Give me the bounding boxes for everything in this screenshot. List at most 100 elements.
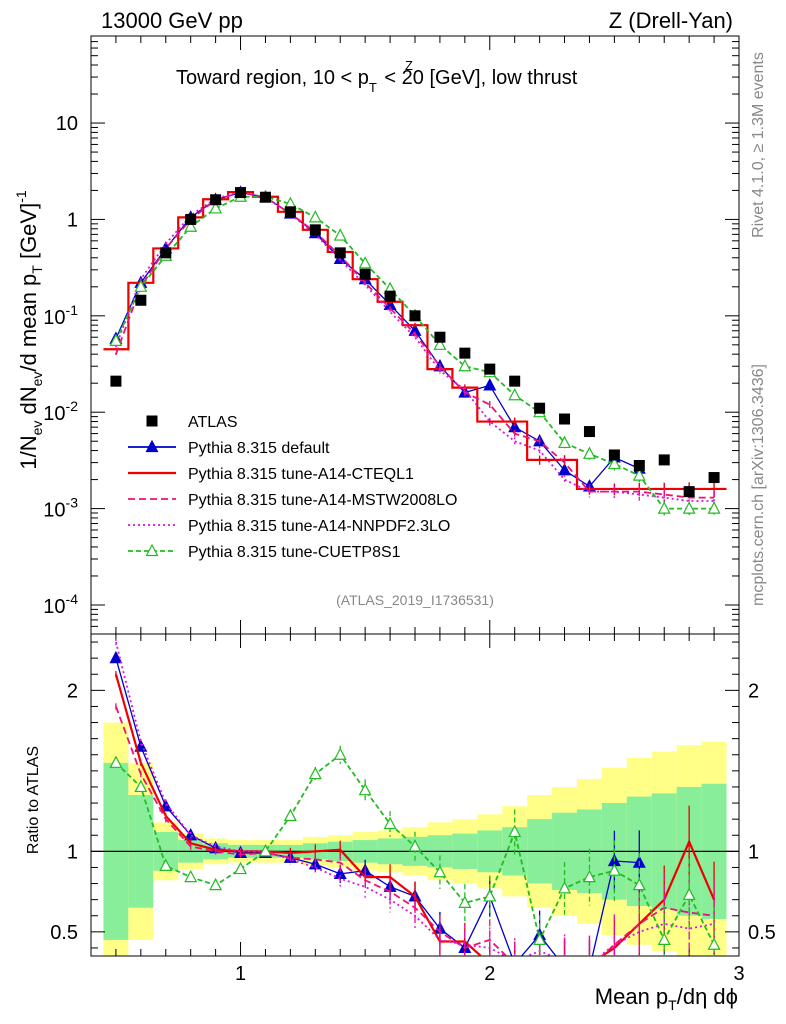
plot-title: Toward region, 10 < pT < 20 [GeV], low t… (176, 67, 578, 95)
ratio-point-pythia-8-315-tune-cuetp8s1 (209, 877, 223, 891)
y-tick-exp: -4 (66, 591, 79, 607)
ratio-point-pythia-8-315-tune-cuetp8s1 (657, 932, 671, 946)
series-point-pythia-8-315-tune-cuetp8s1 (657, 501, 671, 514)
atlas-data-point (509, 375, 521, 387)
series-point-pythia-8-315-tune-cuetp8s1 (682, 501, 696, 514)
analysis-watermark: (ATLAS_2019_I1736531) (336, 592, 494, 608)
ratio-point-pythia-8-315-tune-cuetp8s1 (508, 824, 522, 838)
atlas-data-point (334, 247, 346, 259)
ratio-point-pythia-8-315-tune-cuetp8s1 (433, 864, 447, 878)
y-tick-exp: -3 (66, 495, 79, 511)
atlas-data-point (135, 294, 147, 306)
y-tick-label: 10-4 (43, 591, 78, 618)
ratio-tick-label-right: 0.5 (748, 922, 776, 944)
atlas-data-point (185, 213, 197, 225)
y-label-part-0: 1/N (16, 435, 41, 469)
series-point-pythia-8-315-tune-cuetp8s1 (134, 279, 148, 292)
ratio-point-pythia-8-315-tune-cuetp8s1 (558, 881, 572, 894)
ratio-point-pythia-8-315-tune-cuetp8s1 (383, 816, 397, 830)
y-tick-label: 10-2 (43, 398, 78, 425)
legend-label-pythia-8-315-default: Pythia 8.315 default (188, 440, 330, 457)
ratio-tick-label-left: 2 (67, 680, 78, 702)
ratio-point-pythia-8-315-tune-cuetp8s1 (333, 747, 347, 760)
y-label-part-4: /d mean p (16, 274, 41, 372)
series-point-pythia-8-315-tune-cuetp8s1 (308, 210, 322, 223)
atlas-data-point (309, 224, 321, 236)
x-label-sub: T (668, 997, 677, 1013)
ratio-point-pythia-8-315-tune-cuetp8s1 (582, 869, 596, 883)
atlas-data-point (359, 268, 371, 280)
series-point-pythia-8-315-tune-cuetp8s1 (433, 337, 447, 350)
ratio-point-pythia-8-315-tune-cuetp8s1 (458, 895, 472, 908)
y-label-part-6: [GeV] (16, 203, 41, 265)
ratio-point-pythia-8-315-tune-cuetp8s1 (134, 779, 148, 793)
ratio-tick-label-left: 0.5 (50, 922, 78, 944)
legend-marker-atlas (146, 415, 158, 427)
ratio-point-pythia-8-315-tune-cuetp8s1 (184, 869, 198, 883)
atlas-data-point (583, 426, 595, 438)
series-point-pythia-8-315-tune-cuetp8s1 (458, 358, 472, 372)
legend-marker-pythia-8-315-default (145, 439, 159, 453)
ratio-point-pythia-8-315-tune-cuetp8s1 (159, 858, 173, 871)
atlas-data-point (608, 449, 620, 461)
plot-title-sup: Z (405, 58, 413, 73)
y-tick-base: 10 (43, 500, 65, 522)
atlas-data-point (459, 347, 471, 359)
ratio-point-pythia-8-315-tune-cuetp8s1 (109, 755, 123, 768)
atlas-data-point (658, 454, 670, 466)
atlas-data-point (284, 206, 296, 218)
ratio-point-pythia-8-315-tune-cuetp8s1 (234, 861, 248, 875)
ratio-tick-label-right: 1 (748, 841, 759, 863)
x-tick-label: 2 (484, 963, 495, 985)
ratio-point-pythia-8-315-tune-cuetp8s1 (408, 839, 422, 852)
y-label-part-2: dN (16, 386, 41, 420)
plot-title-main: Toward region, 10 < p (176, 67, 369, 89)
x-tick-label: 3 (733, 963, 744, 985)
ratio-point-pythia-8-315-default (584, 963, 595, 974)
series-point-pythia-8-315-tune-cuetp8s1 (209, 201, 223, 214)
y-tick-label: 10 (56, 113, 78, 135)
legend: ATLAS Pythia 8.315 default Pythia 8.315 tu… (128, 414, 457, 561)
header-left-label: 13000 GeV pp (101, 8, 243, 33)
atlas-data-point (434, 331, 446, 343)
x-tick-label: 1 (235, 963, 246, 985)
ratio-point-pythia-8-315-tune-cuetp8s1 (682, 887, 696, 900)
y-label-part-3: ev (29, 372, 45, 387)
ratio-point-pythia-8-315-tune-cuetp8s1 (707, 937, 721, 950)
series-point-pythia-8-315-tune-cuetp8s1 (582, 446, 596, 459)
ratio-line-pythia-8-315-tune-a14-nnpdf2-3lo (115, 641, 715, 956)
y-tick-label: 10-3 (43, 495, 78, 522)
ratio-tick-label-right: 2 (748, 680, 759, 702)
series-point-pythia-8-315-default (558, 462, 572, 476)
y-tick-exp: -1 (66, 302, 79, 318)
ratio-series-layer (109, 638, 721, 974)
ratio-point-pythia-8-315-tune-cuetp8s1 (607, 863, 621, 876)
series-point-pythia-8-315-default (483, 378, 497, 391)
ratio-y-axis-label: Ratio to ATLAS (25, 746, 42, 854)
ratio-tick-label-left: 1 (67, 841, 78, 863)
ratio-point-pythia-8-315-tune-cuetp8s1 (483, 889, 497, 902)
series-point-pythia-8-315-tune-cuetp8s1 (358, 256, 372, 269)
plot-title-sub: T (369, 80, 377, 95)
main-series-layer (103, 185, 727, 517)
y-label-part-7: -1 (13, 190, 29, 203)
atlas-data-point (210, 194, 222, 206)
legend-label-pythia-8-315-tune-a14-cteql1: Pythia 8.315 tune-A14-CTEQL1 (188, 466, 414, 483)
y-tick-base: 10 (43, 307, 65, 329)
atlas-data-point (110, 375, 122, 387)
series-point-pythia-8-315-tune-cuetp8s1 (333, 228, 347, 241)
x-label-main: Mean p (595, 984, 668, 1009)
header-right-label: Z (Drell-Yan) (609, 8, 733, 33)
legend-label-pythia-8-315-tune-a14-nnpdf2-3lo: Pythia 8.315 tune-A14-NNPDF2.3LO (188, 518, 450, 535)
x-label-rest: /dη dϕ (677, 984, 738, 1009)
y-tick-exp: -2 (66, 398, 79, 414)
atlas-data-point (259, 191, 271, 203)
y-label-part-1: ev (29, 421, 45, 436)
series-point-pythia-8-315-tune-cuetp8s1 (607, 456, 621, 470)
legend-label-pythia-8-315-tune-a14-mstw2008lo: Pythia 8.315 tune-A14-MSTW2008LO (188, 492, 457, 509)
atlas-data-point (409, 310, 421, 322)
ratio-point-pythia-8-315-default (184, 827, 198, 841)
series-point-pythia-8-315-tune-cuetp8s1 (707, 501, 721, 514)
